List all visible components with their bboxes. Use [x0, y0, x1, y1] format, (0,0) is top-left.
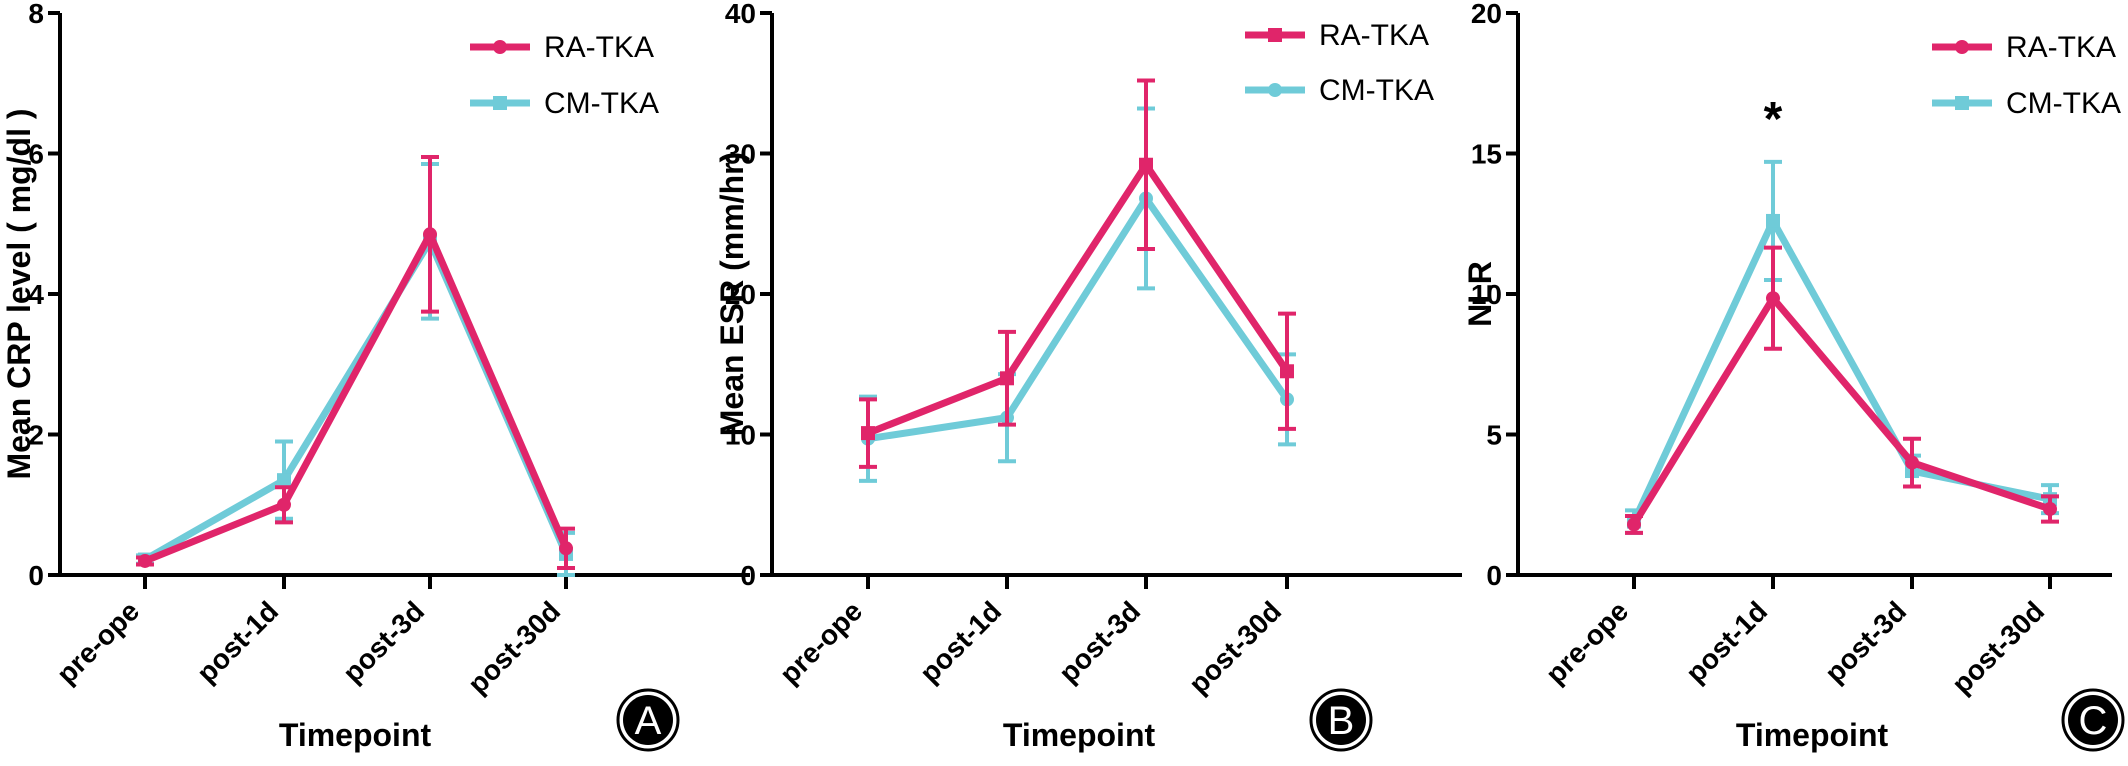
significance-asterisk: * — [1764, 93, 1783, 146]
y-tick-label: 2 — [28, 420, 44, 451]
data-point — [1766, 213, 1780, 228]
y-tick-label: 6 — [28, 139, 44, 170]
data-point — [1766, 291, 1780, 306]
data-point — [1280, 364, 1294, 379]
legend-label: CM-TKA — [2006, 87, 2121, 120]
data-point — [138, 553, 152, 568]
x-tick-label: post-30d — [1946, 595, 2050, 699]
legend-label: RA-TKA — [2006, 31, 2116, 64]
legend-marker — [1268, 83, 1282, 97]
x-tick-label: post-1d — [191, 595, 284, 688]
data-point — [277, 497, 291, 512]
legend: RA-TKA CM-TKA — [470, 31, 659, 120]
x-tick-label: post-1d — [1680, 595, 1773, 688]
y-tick-label: 0 — [740, 560, 756, 591]
y-tick-label: 8 — [28, 0, 44, 29]
y-tick-label: 5 — [1486, 420, 1502, 451]
y-tick-label: 15 — [1471, 139, 1502, 170]
series-line — [867, 194, 1290, 443]
legend-label: RA-TKA — [1319, 19, 1429, 52]
series-cm-tka — [859, 106, 1296, 483]
y-axis-title: NLR — [1462, 261, 1498, 327]
data-point — [1627, 517, 1641, 532]
legend-label: CM-TKA — [544, 87, 659, 120]
series-ra-tka — [859, 78, 1296, 469]
series-line — [866, 161, 1290, 437]
series-ra-tka — [136, 155, 575, 570]
x-axis-title: Timepoint — [1736, 717, 1889, 753]
chart-panel-b: 0 10 20 30 40 pre-ope post-1d post-3d post-30d Me… — [714, 0, 1462, 753]
data-point — [861, 426, 875, 441]
legend-marker — [1268, 28, 1282, 42]
series-line — [1630, 217, 2051, 524]
y-axis-title: Mean ESR (mm/hr) — [714, 152, 750, 436]
data-point — [1139, 157, 1153, 172]
y-tick-label: 20 — [1471, 0, 1502, 29]
series-cm-tka — [1625, 159, 2059, 535]
legend-label: RA-TKA — [544, 31, 654, 64]
y-tick-label: 0 — [1486, 560, 1502, 591]
series-ra-tka — [1625, 245, 2059, 535]
x-tick-label: pre-ope — [51, 595, 146, 690]
chart-panel-a: 0 2 4 6 8 pre-ope post-1d post-3d post-30d Mean C… — [1, 0, 750, 753]
x-tick-label: post-3d — [1053, 595, 1146, 688]
panel-label-badge — [623, 695, 673, 745]
legend: RA-TKA CM-TKA — [1932, 31, 2121, 120]
y-tick-label: 4 — [28, 279, 44, 310]
chart-panel-c: 0 5 10 15 20 pre-ope post-1d post-3d post-30d NLR… — [1462, 0, 2125, 753]
x-tick-label: post-30d — [462, 595, 566, 699]
panel-label-badge — [1316, 695, 1366, 745]
legend: RA-TKA CM-TKA — [1245, 19, 1434, 107]
y-tick-label: 10 — [1471, 279, 1502, 310]
data-point — [1905, 455, 1919, 470]
data-point — [1000, 371, 1014, 386]
x-tick-label: pre-ope — [1540, 595, 1635, 690]
y-tick-label: 40 — [725, 0, 756, 29]
series-line — [1631, 294, 2052, 527]
x-tick-label: post-3d — [1819, 595, 1912, 688]
panel-label: A — [635, 699, 662, 743]
x-tick-label: post-3d — [337, 595, 430, 688]
x-tick-label: pre-ope — [774, 595, 869, 690]
series-line — [143, 230, 570, 565]
panel-label: B — [1328, 699, 1355, 743]
y-tick-label: 30 — [725, 139, 756, 170]
panel-label-badge — [2068, 695, 2118, 745]
legend-marker — [493, 96, 507, 110]
legend-label: CM-TKA — [1319, 74, 1434, 107]
x-tick-label: post-30d — [1183, 595, 1287, 699]
legend-marker — [493, 40, 507, 54]
data-point — [277, 473, 291, 488]
y-tick-label: 0 — [28, 560, 44, 591]
y-axis-title: Mean CRP level ( mg/dl ) — [1, 108, 37, 479]
data-point — [559, 541, 573, 556]
x-tick-label: post-1d — [914, 595, 1007, 688]
y-tick-label: 10 — [725, 420, 756, 451]
legend-marker — [1955, 40, 1969, 54]
data-point — [423, 227, 437, 242]
data-point — [2043, 501, 2057, 516]
x-axis-title: Timepoint — [279, 717, 432, 753]
x-axis-title: Timepoint — [1003, 717, 1156, 753]
panel-label: C — [2079, 699, 2108, 743]
y-tick-label: 20 — [725, 279, 756, 310]
legend-marker — [1955, 96, 1969, 110]
